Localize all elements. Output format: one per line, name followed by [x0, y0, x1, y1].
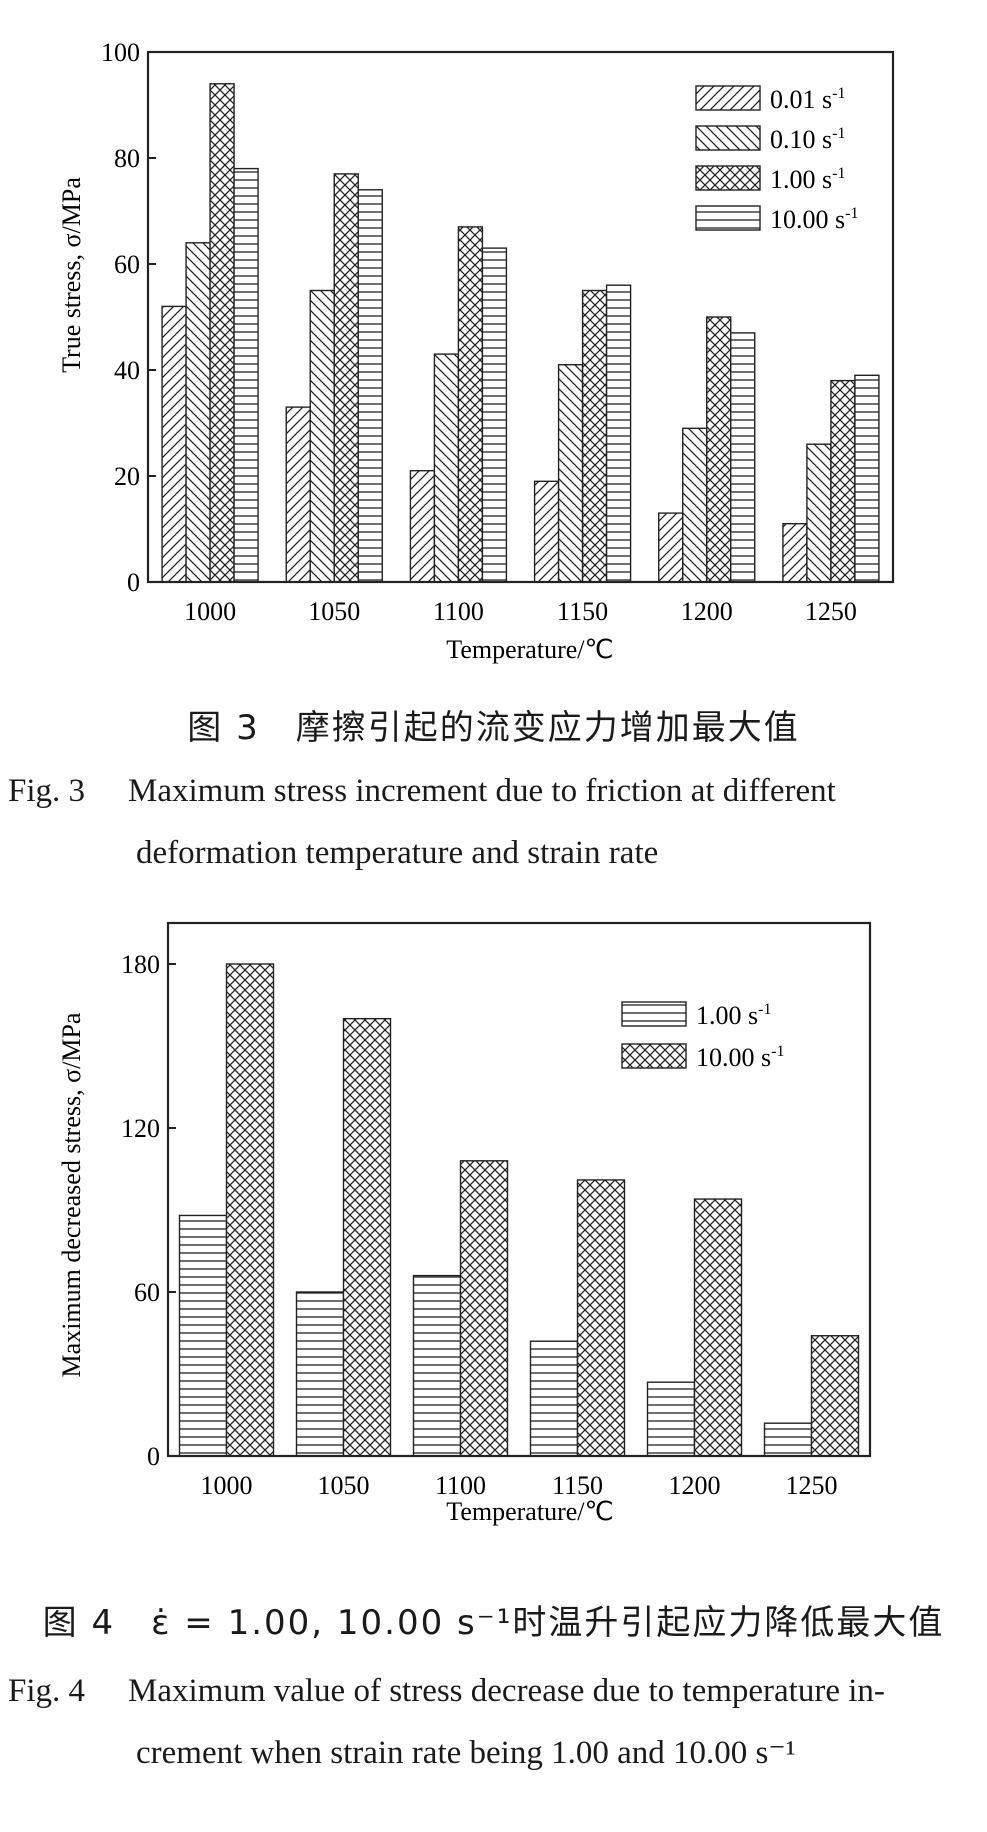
figure-3-chart: 1000 1050 1100 1150 1200 1250 0 20 40 60 80 100 0.0… — [57, 38, 895, 664]
bar-1050-series-2 — [309, 289, 335, 583]
bar-1000-series-2 — [225, 963, 275, 1457]
x-axis-label: Temperature/℃ — [446, 635, 613, 664]
bar-1200-series-1 — [646, 1381, 696, 1457]
x-tick-label: 1000 — [184, 597, 236, 626]
legend-swatch — [695, 165, 761, 191]
bar-1100-series-2 — [459, 1160, 509, 1457]
bar-1050-series-3 — [333, 173, 359, 583]
y-tick-label: 80 — [114, 144, 140, 173]
bar-1100-series-3 — [457, 226, 484, 583]
bar-1250-series-3 — [830, 379, 856, 583]
x-tick-label: 1050 — [318, 1471, 370, 1500]
bar-1200-series-1 — [658, 512, 684, 583]
y-tick-label: 60 — [134, 1278, 160, 1307]
bar-1250-series-2 — [806, 443, 832, 583]
bar-1150-series-3 — [581, 289, 608, 583]
bar-1000-series-1 — [161, 305, 187, 583]
bar-1100-series-1 — [412, 1274, 462, 1457]
bar-1200-series-3 — [706, 316, 732, 583]
legend-label: 1.00 s-1 — [696, 1001, 771, 1030]
bar-1050-series-1 — [295, 1291, 345, 1457]
bar-1050-series-4 — [357, 189, 383, 583]
figure-4-chart: 1000 1050 1100 1150 1200 1250 0 60 120 180 1.00 s… — [57, 921, 872, 1526]
figure-3-label: Fig. 3 — [8, 773, 86, 809]
x-tick-label: 1250 — [805, 597, 857, 626]
x-tick-label: 1100 — [433, 597, 484, 626]
x-axis-label: Temperature/℃ — [446, 1497, 613, 1526]
bar-1250-series-2 — [810, 1335, 860, 1457]
y-tick-label: 120 — [121, 1114, 160, 1143]
bar-1150-series-1 — [529, 1340, 579, 1457]
bar-1150-series-2 — [557, 364, 584, 583]
figure-3-caption-en-line1: Maximum stress increment due to friction… — [128, 773, 836, 809]
y-tick-label: 20 — [114, 462, 140, 491]
y-tick-label: 100 — [101, 38, 140, 67]
figure-4-caption-en-line1: Maximum value of stress decrease due to … — [128, 1673, 885, 1709]
bar-1150-series-4 — [605, 284, 632, 583]
y-tick-label: 60 — [114, 250, 140, 279]
legend-swatch — [695, 125, 761, 151]
bar-1000-series-3 — [209, 83, 235, 583]
figure-4-label: Fig. 4 — [8, 1673, 86, 1709]
bar-1000-series-2 — [185, 242, 211, 583]
y-tick-label: 0 — [127, 568, 140, 597]
legend-swatch — [621, 1043, 687, 1069]
y-tick-label: 180 — [121, 950, 160, 979]
legend-label: 0.10 s-1 — [770, 125, 845, 154]
legend-label: 10.00 s-1 — [770, 205, 858, 234]
x-tick-label: 1200 — [669, 1471, 721, 1500]
legend-label: 0.01 s-1 — [770, 85, 845, 114]
y-tick-label: 40 — [114, 356, 140, 385]
bar-1150-series-1 — [533, 480, 560, 583]
bar-1250-series-1 — [763, 1422, 813, 1457]
figure-4-caption-en: Fig. 4 Maximum value of stress decrease d… — [8, 1660, 978, 1784]
legend-swatch — [621, 1001, 687, 1027]
x-tick-label: 1000 — [201, 1471, 253, 1500]
bar-1050-series-1 — [285, 406, 311, 583]
figure-3-caption-en-line2: deformation temperature and strain rate — [136, 835, 659, 871]
x-tick-label: 1250 — [786, 1471, 838, 1500]
bar-1100-series-1 — [409, 470, 436, 583]
bar-1200-series-2 — [693, 1198, 743, 1457]
legend-label: 1.00 s-1 — [770, 165, 845, 194]
bar-1000-series-1 — [178, 1214, 228, 1457]
bar-1200-series-4 — [730, 332, 756, 583]
x-tick-label: 1050 — [308, 597, 360, 626]
x-tick-label: 1200 — [681, 597, 733, 626]
bar-1000-series-4 — [233, 167, 259, 583]
figure-4-caption-cn: 图 4 ε̇ = 1.00, 10.00 s⁻¹时温升引起应力降低最大值 — [42, 1603, 945, 1643]
plot-frame — [146, 50, 895, 584]
x-tick-label: 1150 — [557, 597, 608, 626]
figure-3-caption-cn: 图 3 摩擦引起的流变应力增加最大值 — [187, 708, 800, 748]
y-tick-label: 0 — [147, 1442, 160, 1471]
y-axis-label: Maximum decreased stress, σ/MPa — [57, 1012, 86, 1377]
bar-1150-series-2 — [576, 1179, 626, 1457]
bar-1100-series-4 — [481, 247, 508, 583]
legend-swatch — [695, 85, 761, 111]
legend-swatch — [695, 205, 761, 231]
x-tick-label: 1100 — [435, 1471, 486, 1500]
bar-1250-series-4 — [854, 374, 880, 583]
x-tick-label: 1150 — [552, 1471, 603, 1500]
plot-frame — [166, 921, 872, 1458]
figure-4-caption-en-line2: crement when strain rate being 1.00 and … — [136, 1735, 796, 1771]
y-axis-label: True stress, σ/MPa — [57, 177, 86, 373]
bar-1050-series-2 — [342, 1017, 392, 1457]
bar-1250-series-1 — [782, 523, 808, 583]
bar-1100-series-2 — [433, 353, 460, 583]
legend-label: 10.00 s-1 — [696, 1043, 784, 1072]
bar-1200-series-2 — [682, 427, 708, 583]
figure-3-caption-en: Fig. 3 Maximum stress increment due to fr… — [8, 760, 978, 884]
